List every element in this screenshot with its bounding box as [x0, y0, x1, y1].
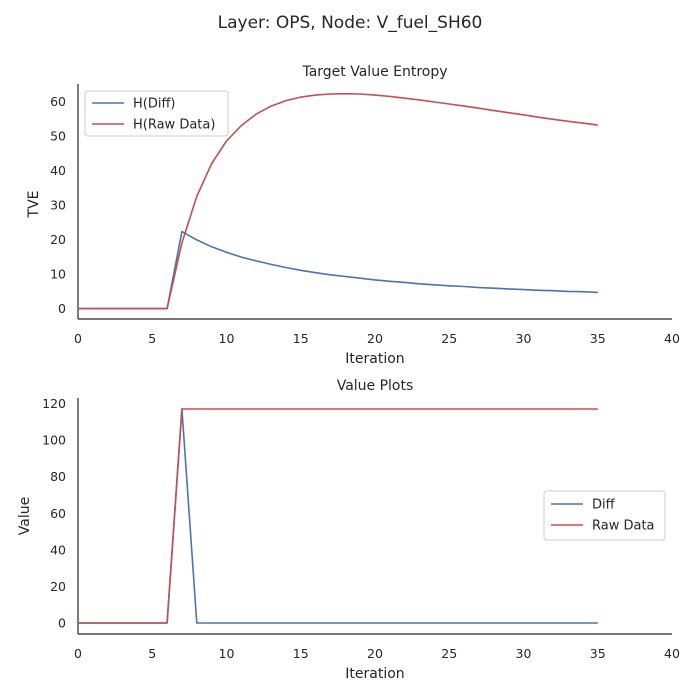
- y-tick-label: 60: [50, 94, 66, 109]
- subplot-title: Target Value Entropy: [301, 64, 447, 80]
- legend-label-diff: Diff: [592, 498, 616, 513]
- y-tick-label: 30: [50, 197, 66, 212]
- subplot-value-plots: Value Plots Iteration Value 0 5 10 15 20 25 30…: [17, 378, 680, 682]
- y-tick-label: 40: [50, 163, 66, 178]
- legend-label-h-diff: H(Diff): [133, 97, 176, 112]
- legend: H(Diff) H(Raw Data): [84, 90, 229, 137]
- y-tick-label: 60: [50, 506, 66, 521]
- x-tick-label: 35: [590, 646, 606, 661]
- y-tick-label: 50: [50, 128, 66, 143]
- tick-labels: 0 5 10 15 20 25 30 35 40 0 20 40 60 80 100 120: [42, 396, 680, 661]
- x-tick-label: 5: [148, 331, 156, 346]
- x-tick-label: 25: [441, 331, 457, 346]
- y-tick-label: 80: [50, 469, 66, 484]
- x-tick-label: 25: [441, 646, 457, 661]
- x-tick-label: 0: [74, 646, 82, 661]
- figure-suptitle: Layer: OPS, Node: V_fuel_SH60: [218, 13, 483, 33]
- x-tick-label: 20: [367, 331, 383, 346]
- x-tick-label: 5: [148, 646, 156, 661]
- y-tick-label: 40: [50, 542, 66, 557]
- x-tick-label: 40: [664, 331, 680, 346]
- y-axis-label: Value: [17, 497, 33, 535]
- x-tick-label: 10: [219, 646, 235, 661]
- y-tick-label: 120: [42, 396, 66, 411]
- series-lines: [78, 408, 598, 624]
- y-tick-label: 100: [42, 433, 66, 448]
- legend-label-h-raw-data: H(Raw Data): [133, 118, 215, 133]
- y-tick-label: 20: [50, 232, 66, 247]
- series-line-raw-data: [78, 408, 598, 624]
- x-tick-label: 0: [74, 331, 82, 346]
- legend: Diff Raw Data: [543, 490, 666, 541]
- subplot-target-value-entropy: Target Value Entropy Iteration TVE 0 5 10 1…: [26, 64, 680, 367]
- x-tick-label: 15: [293, 646, 309, 661]
- series-line-h-raw-data: [78, 92, 598, 310]
- x-axis-label: Iteration: [345, 666, 404, 682]
- x-tick-label: 35: [590, 331, 606, 346]
- x-tick-label: 20: [367, 646, 383, 661]
- y-tick-label: 20: [50, 579, 66, 594]
- x-axis-label: Iteration: [345, 351, 404, 367]
- x-tick-label: 30: [516, 331, 532, 346]
- x-tick-label: 15: [293, 331, 309, 346]
- series-lines: [78, 92, 598, 310]
- x-tick-label: 10: [219, 331, 235, 346]
- x-tick-label: 30: [516, 646, 532, 661]
- y-tick-label: 0: [58, 301, 66, 316]
- y-axis-label: TVE: [26, 191, 42, 219]
- series-line-h-diff: [78, 230, 598, 310]
- legend-label-raw-data: Raw Data: [592, 519, 655, 534]
- x-tick-label: 40: [664, 646, 680, 661]
- tick-labels: 0 5 10 15 20 25 30 35 40 0 10 20 30 40 50 60: [50, 94, 680, 346]
- y-tick-label: 0: [58, 616, 66, 631]
- subplot-title: Value Plots: [337, 378, 414, 394]
- y-tick-label: 10: [50, 267, 66, 282]
- series-line-diff: [78, 408, 598, 624]
